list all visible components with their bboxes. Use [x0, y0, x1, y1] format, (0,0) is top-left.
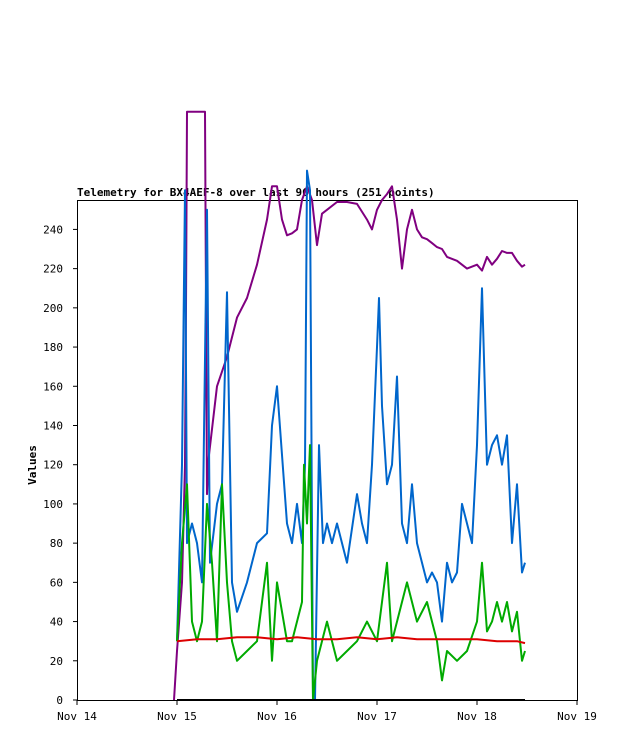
- x-tick-label: Nov 16: [257, 710, 297, 723]
- x-tick-label: Nov 14: [57, 710, 97, 723]
- x-tick-label: Nov 18: [457, 710, 497, 723]
- y-tick-label: 40: [50, 616, 63, 629]
- x-tick-label: Nov 15: [157, 710, 197, 723]
- y-axis: 0 20 40 60 80 100 120 140 160 180 200 220 240: [43, 223, 77, 707]
- y-tick-label: 60: [50, 576, 63, 589]
- series-layer: [173, 110, 526, 701]
- y-tick-label: 0: [56, 694, 63, 707]
- y-tick-label: 180: [43, 341, 63, 354]
- y-tick-label: 240: [43, 223, 63, 236]
- x-tick-label: Nov 19: [557, 710, 597, 723]
- chart-title: Telemetry for BX4AEF-8 over last 96 hour…: [77, 186, 435, 199]
- y-tick-label: 120: [43, 459, 63, 472]
- series-line-2: [176, 444, 526, 701]
- x-tick-label: Nov 17: [357, 710, 397, 723]
- y-tick-label: 160: [43, 380, 63, 393]
- x-axis: Nov 14 Nov 15 Nov 16 Nov 17 Nov 18 Nov 19: [57, 700, 597, 723]
- series-line-3: [176, 636, 526, 645]
- y-tick-label: 100: [43, 498, 63, 511]
- y-tick-label: 140: [43, 419, 63, 432]
- y-axis-label: Values: [26, 445, 39, 485]
- y-tick-label: 200: [43, 302, 63, 315]
- y-tick-label: 220: [43, 263, 63, 276]
- y-tick-label: 80: [50, 537, 63, 550]
- series-line-1: [176, 169, 526, 701]
- y-tick-label: 20: [50, 655, 63, 668]
